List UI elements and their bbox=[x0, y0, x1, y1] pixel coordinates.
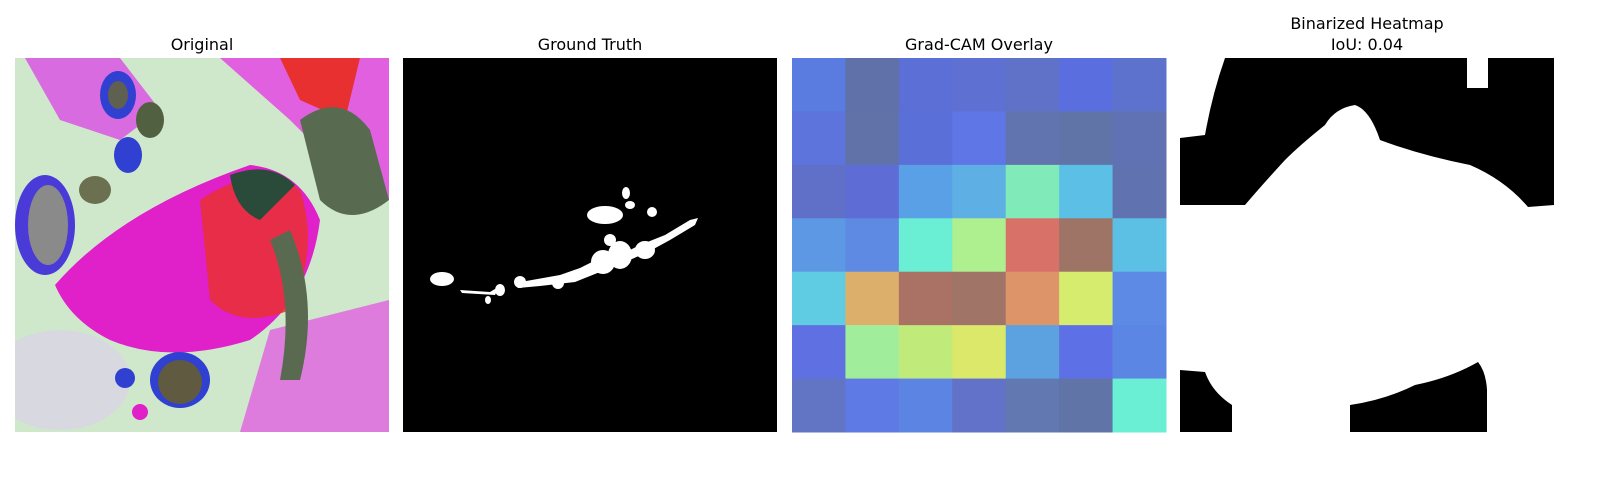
heatmap-cell bbox=[898, 325, 953, 380]
heatmap-cell bbox=[1059, 111, 1114, 166]
heatmap-cell bbox=[845, 218, 900, 273]
heatmap-cell bbox=[1112, 378, 1167, 433]
original-image bbox=[15, 58, 389, 432]
heatmap-cell bbox=[792, 271, 846, 326]
heatmap-cell bbox=[1112, 325, 1167, 380]
heatmap-cell bbox=[952, 271, 1007, 326]
heatmap-cell bbox=[792, 58, 846, 112]
heatmap-cell bbox=[898, 378, 953, 433]
heatmap-cell bbox=[792, 325, 846, 380]
gradcam-overlay bbox=[792, 58, 1167, 433]
ground-truth-mask bbox=[403, 58, 777, 432]
heatmap-cell bbox=[952, 164, 1007, 219]
heatmap-cell bbox=[1059, 218, 1114, 273]
heatmap-cell bbox=[1005, 218, 1060, 273]
heatmap-cell bbox=[898, 111, 953, 166]
heatmap-cell bbox=[898, 218, 953, 273]
heatmap-cell bbox=[845, 378, 900, 433]
heatmap-cell bbox=[898, 58, 953, 112]
heatmap-cell bbox=[1112, 58, 1167, 112]
heatmap-cell bbox=[952, 378, 1007, 433]
heatmap-cell bbox=[898, 164, 953, 219]
heatmap-cell bbox=[952, 325, 1007, 380]
heatmap-cell bbox=[845, 111, 900, 166]
heatmap-cell bbox=[1112, 218, 1167, 273]
panel-title: Original bbox=[171, 35, 234, 54]
panel-title: Grad-CAM Overlay bbox=[905, 35, 1053, 54]
heatmap-cell bbox=[1112, 111, 1167, 166]
binarized-heatmap bbox=[1180, 58, 1554, 432]
heatmap-cell bbox=[1005, 325, 1060, 380]
panel-title: Binarized Heatmap bbox=[1290, 14, 1443, 33]
heatmap-cell bbox=[845, 271, 900, 326]
panel-title: Ground Truth bbox=[538, 35, 643, 54]
heatmap-cell bbox=[1059, 271, 1114, 326]
heatmap-cell bbox=[898, 271, 953, 326]
heatmap-cell bbox=[792, 111, 846, 166]
heatmap-cell bbox=[1112, 164, 1167, 219]
heatmap-cell bbox=[845, 164, 900, 219]
heatmap-cell bbox=[845, 58, 900, 112]
heatmap-cell bbox=[845, 325, 900, 380]
heatmap-cell bbox=[952, 111, 1007, 166]
heatmap-cell bbox=[952, 218, 1007, 273]
heatmap-cell bbox=[1059, 164, 1114, 219]
heatmap-cell bbox=[1059, 378, 1114, 433]
heatmap-cell bbox=[1005, 271, 1060, 326]
heatmap-cell bbox=[792, 378, 846, 433]
heatmap-cell bbox=[792, 164, 846, 219]
heatmap-cell bbox=[1059, 325, 1114, 380]
heatmap-cell bbox=[792, 218, 846, 273]
heatmap-cell bbox=[1005, 111, 1060, 166]
heatmap-cell bbox=[1005, 58, 1060, 112]
heatmap-cell bbox=[1005, 164, 1060, 219]
panel-subtitle: IoU: 0.04 bbox=[1331, 35, 1403, 54]
heatmap-cell bbox=[1059, 58, 1114, 112]
heatmap-cell bbox=[952, 58, 1007, 112]
heatmap-cell bbox=[1005, 378, 1060, 433]
heatmap-cell bbox=[1112, 271, 1167, 326]
